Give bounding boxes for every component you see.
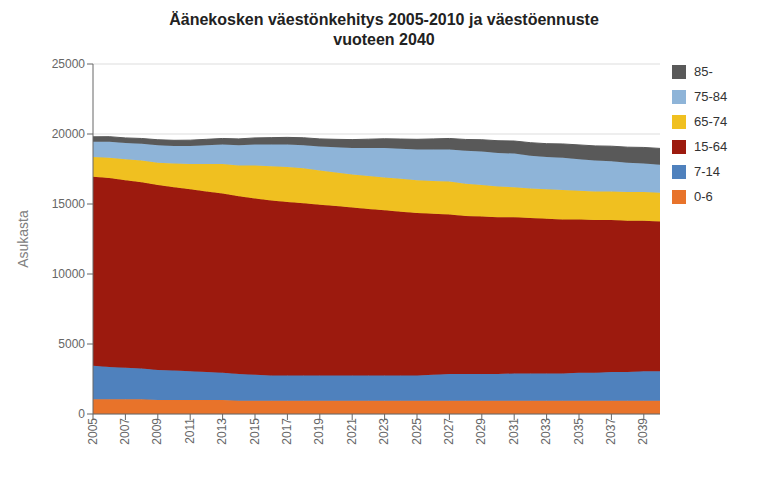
svg-text:25000: 25000 [52, 57, 86, 71]
svg-text:2033: 2033 [539, 418, 553, 445]
svg-text:5000: 5000 [58, 337, 85, 351]
html-text:75-84: 75-84 [694, 89, 728, 104]
html-text:Äänekosken väestönkehitys 2005: Äänekosken väestönkehitys 2005-2010 ja v… [169, 11, 599, 28]
html-text:7-14: 7-14 [694, 164, 720, 179]
svg-text:2029: 2029 [474, 418, 488, 445]
html-text:85-: 85- [694, 64, 713, 79]
svg-text:15000: 15000 [52, 197, 86, 211]
html-text:0-6: 0-6 [694, 189, 713, 204]
svg-text:2021: 2021 [345, 418, 359, 445]
svg-text:2037: 2037 [604, 418, 618, 445]
svg-text:10000: 10000 [52, 267, 86, 281]
html-text:15-64: 15-64 [694, 139, 728, 154]
svg-text:2023: 2023 [377, 418, 391, 445]
svg-text:20000: 20000 [52, 127, 86, 141]
svg-text:2011: 2011 [183, 418, 197, 444]
svg-text:2015: 2015 [248, 418, 262, 445]
svg-text:2031: 2031 [507, 418, 521, 445]
svg-text:2025: 2025 [410, 418, 424, 445]
svg-text:2013: 2013 [215, 418, 229, 445]
svg-text:0: 0 [78, 407, 85, 421]
svg-text:2039: 2039 [636, 418, 650, 445]
svg-text:Asukasta: Asukasta [15, 210, 31, 268]
svg-text:2007: 2007 [118, 418, 132, 445]
svg-text:2035: 2035 [572, 418, 586, 445]
svg-text:2017: 2017 [280, 418, 294, 445]
html-text:65-74: 65-74 [694, 114, 728, 129]
svg-text:2019: 2019 [312, 418, 326, 445]
svg-text:2005: 2005 [86, 418, 100, 445]
html-text:vuoteen 2040: vuoteen 2040 [333, 31, 435, 48]
svg-text:2027: 2027 [442, 418, 456, 445]
svg-text:2009: 2009 [150, 418, 164, 445]
